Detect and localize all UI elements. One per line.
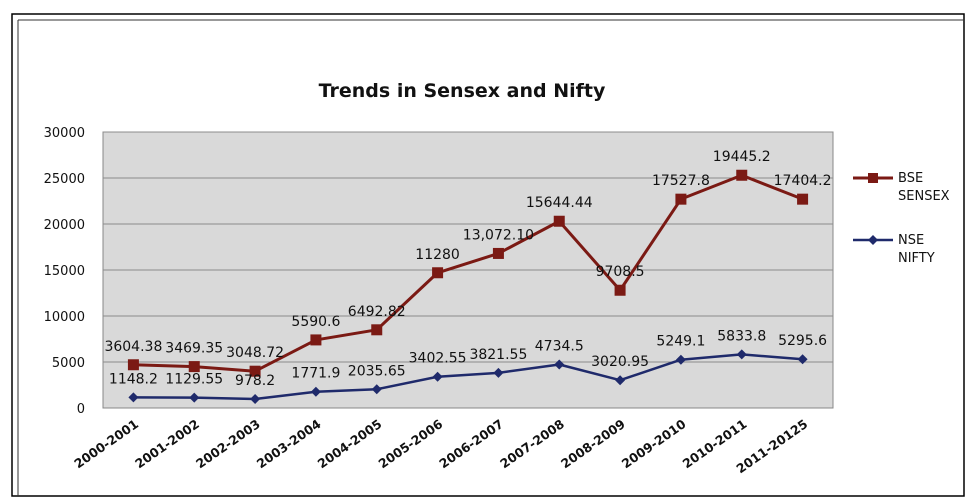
data-label: 3020.95 [591,354,649,370]
data-point-bse-sensex [127,359,139,371]
data-point-nse-nifty [189,392,200,403]
data-label: 13,072.10 [463,227,534,243]
data-label: 5249.1 [656,334,705,350]
data-point-bse-sensex [492,247,504,259]
data-point-nse-nifty [797,354,808,365]
data-point-nse-nifty [493,367,504,378]
data-point-nse-nifty [736,349,747,360]
data-label: 9708.5 [596,264,645,280]
data-point-bse-sensex [188,361,200,373]
data-label: 3048.72 [226,345,284,361]
legend-label: BSE [898,171,923,186]
series-line-bse-sensex [133,173,804,373]
legend-label: NIFTY [898,251,935,266]
data-label: 1771.9 [291,366,340,382]
legend-label: SENSEX [898,189,950,204]
data-point-nse-nifty [554,359,565,370]
data-point-bse-sensex [432,267,444,279]
data-label: 11280 [415,247,460,263]
data-label: 17527.8 [652,173,710,189]
data-label: 4734.5 [535,338,584,354]
data-label: 1129.55 [165,372,223,388]
data-point-nse-nifty [371,384,382,395]
chart-title: Trends in Sensex and Nifty [319,80,606,102]
data-point-nse-nifty [432,371,443,382]
data-label: 3604.38 [104,339,162,355]
data-point-bse-sensex [736,169,748,181]
data-label: 978.2 [235,373,275,389]
data-label: 3821.55 [469,347,527,363]
data-point-nse-nifty [128,392,139,403]
data-point-nse-nifty [675,354,686,365]
legend-label: NSE [898,233,924,248]
y-tick-label: 30000 [44,126,85,141]
data-point-bse-sensex [553,215,565,227]
data-point-nse-nifty [310,386,321,397]
data-label: 17404.2 [774,173,832,189]
y-tick-label: 20000 [44,218,85,233]
data-point-nse-nifty [250,393,261,404]
series-lines [133,173,804,401]
y-tick-label: 15000 [44,264,85,279]
data-point-bse-sensex [797,193,809,205]
y-tick-label: 5000 [52,356,85,371]
data-label: 5833.8 [717,328,766,344]
y-axis-ticks: 0 5000 10000 15000 20000 25000 30000 [44,126,85,417]
data-point-bse-sensex [249,365,261,377]
data-point-bse-sensex [371,324,383,336]
legend-marker [868,235,878,245]
y-tick-label: 10000 [44,310,85,325]
data-point-bse-sensex [310,334,322,346]
data-point-nse-nifty [615,375,626,386]
gridlines [103,131,833,363]
y-tick-label: 25000 [44,172,85,187]
series-line-nse-nifty [133,353,803,401]
data-point-bse-sensex [675,193,687,205]
data-label: 2035.65 [348,363,406,379]
data-label: 3402.55 [409,351,467,367]
legend-marker [868,173,878,183]
data-label: 1148.2 [109,371,158,387]
series-markers [127,169,809,404]
data-label: 5590.6 [291,314,340,330]
data-point-bse-sensex [614,284,626,296]
y-tick-label: 0 [77,402,85,417]
data-label: 3469.35 [165,341,223,357]
data-label: 19445.2 [713,149,771,165]
data-labels: 3604.38 3469.35 3048.725590.66492.82112801… [104,149,831,389]
data-label: 6492.82 [348,304,406,320]
data-label: 5295.6 [778,333,827,349]
data-label: 15644.44 [526,195,593,211]
legend: BSE SENSEX NSE NIFTY [853,171,950,266]
